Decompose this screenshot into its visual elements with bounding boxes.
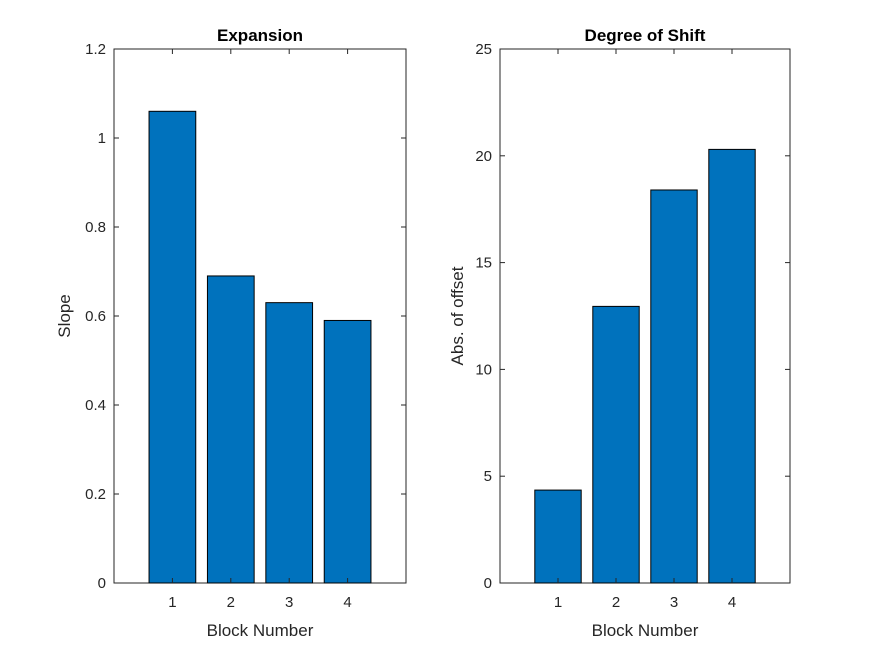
shift-xtick-label: 2 — [612, 594, 620, 611]
expansion-ytick-label: 0 — [98, 575, 106, 592]
shift-ytick-label: 15 — [475, 255, 492, 272]
shift-ytick-label: 20 — [475, 148, 492, 165]
expansion-bar-3 — [265, 302, 314, 584]
shift-x-axis-label: Block Number — [592, 621, 699, 640]
expansion-x-axis-label: Block Number — [207, 621, 314, 640]
expansion-ytick-label: 1.2 — [85, 41, 106, 58]
expansion-xtick-label: 1 — [168, 594, 176, 611]
shift-chart-title: Degree of Shift — [585, 26, 706, 45]
expansion-y-axis-label: Slope — [55, 294, 74, 337]
expansion-xtick-label: 3 — [285, 594, 293, 611]
expansion-ytick-label: 0.6 — [85, 308, 106, 325]
expansion-ytick-label: 1 — [98, 130, 106, 147]
shift-xtick-label: 4 — [728, 594, 736, 611]
expansion-bar-2 — [206, 275, 255, 584]
shift-bar-4 — [708, 148, 756, 584]
shift-plot-area: 0 5 10 15 20 25 1 2 3 4 — [475, 41, 790, 611]
expansion-ytick-label: 0.8 — [85, 219, 106, 236]
shift-xtick-label: 1 — [554, 594, 562, 611]
expansion-chart-title: Expansion — [217, 26, 303, 45]
expansion-ytick-label: 0.2 — [85, 486, 106, 503]
shift-ytick-label: 5 — [484, 468, 492, 485]
expansion-bar-4 — [323, 319, 372, 584]
shift-ytick-label: 25 — [475, 41, 492, 58]
expansion-ytick-label: 0.4 — [85, 397, 106, 414]
shift-bar-1 — [534, 489, 582, 584]
shift-bar-3 — [650, 189, 698, 584]
shift-bar-2 — [592, 305, 640, 584]
degree-of-shift-chart: 0 5 10 15 20 25 1 2 3 4 Degree of Shift Block Num… — [448, 26, 791, 640]
expansion-bar-1 — [148, 110, 197, 584]
shift-ytick-label: 10 — [475, 361, 492, 378]
shift-ytick-label: 0 — [484, 575, 492, 592]
shift-xtick-label: 3 — [670, 594, 678, 611]
shift-y-axis-label: Abs. of offset — [448, 266, 467, 365]
expansion-plot-area: 0 0.2 0.4 0.6 0.8 1 1.2 1 2 3 4 — [85, 41, 406, 611]
expansion-xtick-label: 2 — [227, 594, 235, 611]
expansion-xtick-label: 4 — [343, 594, 351, 611]
expansion-chart: 0 0.2 0.4 0.6 0.8 1 1.2 1 2 3 4 Expansion Block Nu… — [55, 26, 407, 640]
